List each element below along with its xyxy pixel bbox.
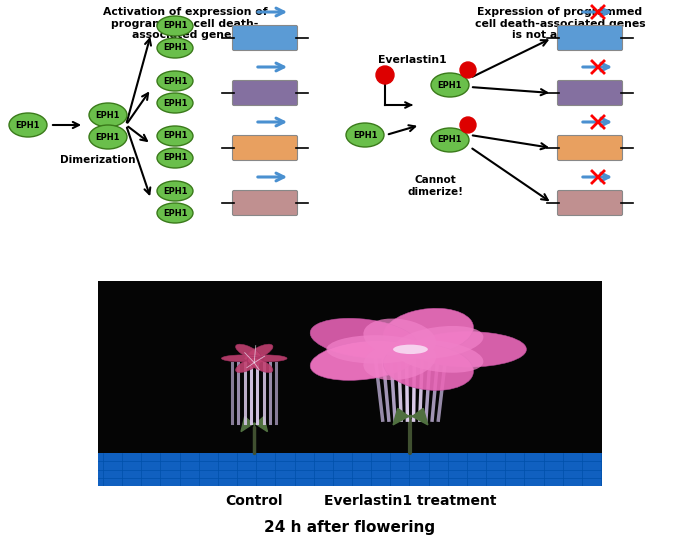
Text: EPH1: EPH1 [438, 80, 462, 90]
FancyBboxPatch shape [232, 191, 298, 215]
Ellipse shape [431, 73, 469, 97]
Ellipse shape [235, 344, 261, 360]
Text: EPH1: EPH1 [162, 153, 188, 163]
Circle shape [460, 62, 476, 78]
Ellipse shape [346, 123, 384, 147]
Text: EPH1: EPH1 [96, 111, 120, 119]
Ellipse shape [157, 38, 193, 58]
Text: Expression of programmed
cell death-associated genes
is not activated: Expression of programmed cell death-asso… [475, 7, 645, 40]
Ellipse shape [363, 341, 436, 380]
Circle shape [376, 66, 394, 84]
Text: EPH1: EPH1 [96, 132, 120, 141]
Text: EPH1: EPH1 [162, 22, 188, 30]
FancyBboxPatch shape [557, 136, 622, 160]
Ellipse shape [384, 344, 473, 390]
FancyBboxPatch shape [232, 80, 298, 105]
Polygon shape [393, 408, 428, 425]
Ellipse shape [157, 148, 193, 168]
Text: EPH1: EPH1 [353, 131, 377, 139]
Text: Cannot
dimerize!: Cannot dimerize! [407, 175, 463, 197]
Text: EPH1: EPH1 [162, 98, 188, 107]
Text: EPH1: EPH1 [15, 120, 41, 130]
Ellipse shape [247, 357, 273, 373]
Ellipse shape [235, 357, 261, 373]
Text: EPH1: EPH1 [162, 77, 188, 85]
Ellipse shape [221, 355, 264, 362]
Ellipse shape [247, 344, 273, 360]
Ellipse shape [9, 113, 47, 137]
Text: EPH1: EPH1 [162, 208, 188, 218]
Text: Dimerization: Dimerization [60, 155, 136, 165]
Text: Activation of expression of
programmed cell death-
associated genes: Activation of expression of programmed c… [103, 7, 267, 40]
Ellipse shape [310, 341, 417, 380]
Ellipse shape [310, 318, 417, 358]
Ellipse shape [384, 308, 473, 354]
Bar [98, 453, 602, 486]
Ellipse shape [157, 181, 193, 201]
FancyBboxPatch shape [557, 25, 622, 51]
Ellipse shape [89, 103, 127, 127]
Text: Control: Control [225, 494, 283, 508]
Ellipse shape [326, 335, 425, 363]
Text: EPH1: EPH1 [162, 132, 188, 140]
Text: 24 h after flowering: 24 h after flowering [265, 519, 435, 535]
Ellipse shape [157, 126, 193, 146]
FancyBboxPatch shape [557, 80, 622, 105]
Text: Everlastin1: Everlastin1 [378, 55, 447, 65]
Ellipse shape [157, 71, 193, 91]
Ellipse shape [394, 326, 484, 359]
Ellipse shape [157, 93, 193, 113]
Polygon shape [241, 416, 267, 431]
Ellipse shape [363, 319, 436, 357]
Text: EPH1: EPH1 [162, 186, 188, 195]
Text: Everlastin1 treatment: Everlastin1 treatment [324, 494, 497, 508]
Ellipse shape [89, 125, 127, 149]
Ellipse shape [157, 16, 193, 36]
Ellipse shape [394, 340, 484, 373]
Ellipse shape [393, 345, 428, 354]
Ellipse shape [245, 355, 287, 362]
Ellipse shape [157, 203, 193, 223]
Ellipse shape [410, 332, 526, 367]
Circle shape [460, 117, 476, 133]
FancyBboxPatch shape [557, 191, 622, 215]
FancyBboxPatch shape [232, 25, 298, 51]
FancyBboxPatch shape [232, 136, 298, 160]
Text: EPH1: EPH1 [438, 136, 462, 145]
Ellipse shape [431, 128, 469, 152]
Text: EPH1: EPH1 [162, 44, 188, 52]
